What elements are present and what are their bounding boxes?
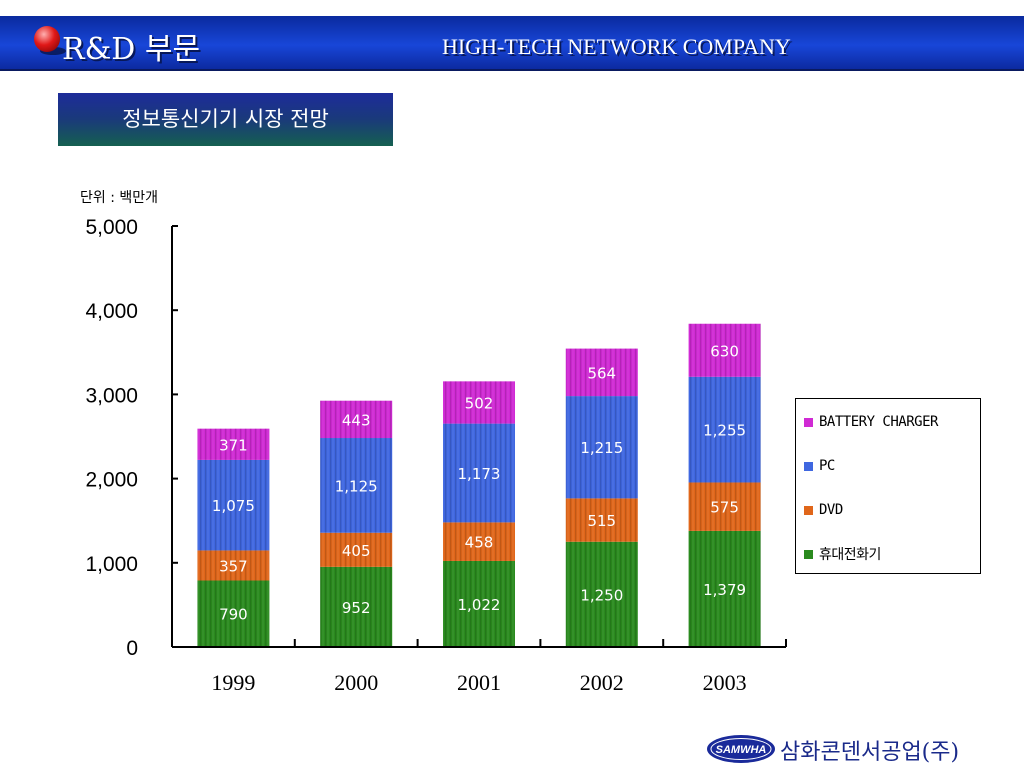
- bar-texture: [443, 381, 515, 424]
- data-label: 1,022: [458, 596, 501, 614]
- data-label: 371: [219, 436, 248, 454]
- legend-label: BATTERY CHARGER: [819, 414, 938, 430]
- data-label: 1,379: [703, 581, 746, 599]
- bar-texture: [565, 348, 638, 397]
- data-label: 1,173: [458, 465, 501, 483]
- header-bar: R&D 부문 HIGH-TECH NETWORK COMPANY: [0, 16, 1024, 71]
- header-title: R&D 부문: [62, 32, 201, 67]
- bar-texture: [565, 498, 638, 542]
- legend-item: DVD: [804, 500, 843, 520]
- x-tick-label: 2001: [457, 670, 501, 695]
- data-label: 405: [342, 542, 371, 560]
- bar-texture: [443, 560, 515, 647]
- bar-texture: [197, 550, 270, 581]
- x-tick-label: 1999: [211, 670, 255, 695]
- section-title: 정보통신기기 시장 전망: [122, 107, 329, 131]
- bar-texture: [320, 400, 393, 439]
- x-tick-label: 2002: [580, 670, 624, 695]
- data-label: 1,250: [580, 586, 623, 604]
- y-tick-label: 2,000: [85, 469, 138, 492]
- bar-texture: [565, 396, 638, 499]
- data-label: 357: [219, 557, 248, 575]
- bar-texture: [197, 428, 270, 460]
- bullet-shadow: [40, 47, 66, 55]
- data-label: 1,215: [580, 439, 623, 457]
- stacked-bar-chart: 790 357 1,075 371 952 405 1,125 443 1,022 458 1,17…: [85, 216, 787, 695]
- bar-texture: [443, 522, 515, 561]
- data-label: 1,255: [703, 422, 746, 440]
- section-title-box: 정보통신기기 시장 전망: [58, 93, 393, 146]
- legend-label: DVD: [819, 502, 843, 518]
- data-label: 515: [587, 512, 616, 530]
- data-label: 1,125: [335, 477, 378, 495]
- bar-texture: [688, 530, 761, 647]
- data-label: 952: [342, 599, 371, 617]
- data-label: 790: [219, 606, 248, 624]
- y-tick-label: 5,000: [85, 216, 138, 239]
- samwha-logo-icon: SAMWHA: [707, 735, 775, 763]
- red-ball-bullet-icon: [34, 26, 60, 52]
- header-company: HIGH-TECH NETWORK COMPANY: [442, 34, 791, 59]
- legend-swatch: [804, 549, 813, 559]
- bar-texture: [688, 376, 761, 483]
- legend-item: 휴대전화기: [804, 544, 881, 564]
- legend-swatch: [804, 461, 813, 471]
- data-label: 564: [587, 364, 616, 382]
- y-tick-label: 4,000: [85, 300, 138, 323]
- y-tick-label: 3,000: [85, 384, 138, 407]
- data-label: 443: [342, 411, 371, 429]
- bar-texture: [565, 541, 638, 647]
- legend-item: BATTERY CHARGER: [804, 412, 938, 432]
- bar-texture: [320, 532, 393, 567]
- bar-texture: [320, 438, 393, 533]
- data-label: 575: [710, 499, 739, 517]
- x-tick-label: 2000: [334, 670, 378, 695]
- bar-texture: [688, 482, 761, 531]
- y-tick-label: 0: [126, 637, 138, 660]
- y-tick-label: 1,000: [85, 553, 138, 576]
- bar-texture: [688, 323, 761, 377]
- data-label: 630: [710, 342, 739, 360]
- unit-label: 단위 : 백만개: [80, 190, 159, 206]
- chart-legend: BATTERY CHARGER PC DVD 휴대전화기: [795, 398, 981, 574]
- data-label: 1,075: [212, 497, 255, 515]
- legend-label: PC: [819, 458, 835, 474]
- legend-label: 휴대전화기: [819, 547, 881, 563]
- legend-swatch: [804, 417, 813, 427]
- bar-texture: [320, 566, 393, 647]
- bar-texture: [197, 580, 270, 647]
- data-label: 458: [465, 534, 494, 552]
- legend-item: PC: [804, 456, 835, 476]
- legend-swatch: [804, 505, 813, 515]
- footer-company-name: 삼화콘덴서공업(주): [780, 740, 960, 765]
- bar-texture: [443, 423, 515, 523]
- svg-text:SAMWHA: SAMWHA: [716, 744, 767, 756]
- bar-texture: [197, 459, 270, 551]
- x-tick-label: 2003: [703, 670, 747, 695]
- data-label: 502: [465, 394, 494, 412]
